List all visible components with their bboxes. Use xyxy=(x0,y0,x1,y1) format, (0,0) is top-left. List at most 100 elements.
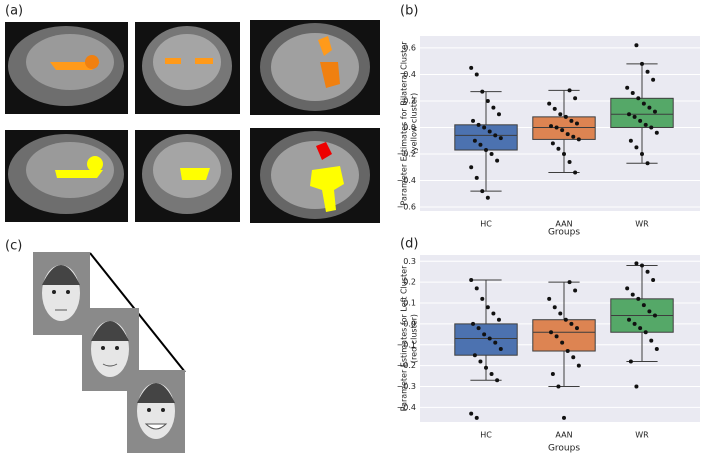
data-point xyxy=(634,43,639,48)
data-point xyxy=(482,125,487,130)
y-axis-label: Parameter Estimates for Left Cluster xyxy=(400,265,409,411)
y-tick-label: 0.2 xyxy=(403,96,416,105)
data-point xyxy=(469,278,474,283)
data-point xyxy=(630,292,635,297)
data-point xyxy=(489,151,494,156)
data-point xyxy=(632,321,637,326)
data-point xyxy=(625,85,630,90)
data-point xyxy=(567,280,572,285)
data-point xyxy=(651,77,656,82)
data-point xyxy=(487,336,492,341)
data-point xyxy=(573,96,578,101)
data-point xyxy=(628,138,633,143)
panel-label: (d) xyxy=(400,237,418,252)
data-point xyxy=(549,124,554,129)
data-point xyxy=(628,359,633,364)
x-tick-label: WR xyxy=(635,220,649,229)
data-point xyxy=(471,321,476,326)
data-point xyxy=(495,158,500,163)
data-point xyxy=(496,317,501,322)
panel-label: (a) xyxy=(5,4,23,19)
y-tick-label: −0.4 xyxy=(397,403,416,412)
data-point xyxy=(476,326,481,331)
data-point xyxy=(645,269,650,274)
y-tick-label: −0.2 xyxy=(397,361,416,370)
x-tick-label: AAN xyxy=(555,220,572,229)
data-point xyxy=(491,311,496,316)
data-point xyxy=(652,313,657,318)
data-point xyxy=(556,146,561,151)
data-point xyxy=(554,125,559,130)
y-tick-label: 0.3 xyxy=(403,257,416,266)
data-point xyxy=(649,125,654,130)
data-point xyxy=(558,311,563,316)
data-point xyxy=(485,98,490,103)
y-tick-label: −0.2 xyxy=(397,149,416,158)
y-tick-label: 0.0 xyxy=(403,319,416,328)
data-point xyxy=(571,355,576,360)
data-point xyxy=(550,371,555,376)
data-point xyxy=(640,151,644,156)
data-point xyxy=(474,415,479,420)
data-point xyxy=(641,101,646,106)
y-tick-label: 0.6 xyxy=(403,43,416,52)
x-axis-label: Groups xyxy=(548,228,580,238)
box xyxy=(454,323,518,356)
data-point xyxy=(495,378,500,383)
y-tick-label: 0.4 xyxy=(403,70,416,79)
data-point xyxy=(643,122,648,127)
data-point xyxy=(569,118,574,123)
data-point xyxy=(469,65,474,70)
data-point xyxy=(574,326,579,331)
data-point xyxy=(571,134,576,139)
data-point xyxy=(627,317,632,322)
data-point xyxy=(498,346,503,351)
data-point xyxy=(565,349,570,354)
data-point xyxy=(493,340,498,345)
data-point xyxy=(652,109,657,114)
x-tick-label: WR xyxy=(635,431,649,440)
y-tick-label: 0.0 xyxy=(403,123,416,132)
data-point xyxy=(472,138,477,143)
data-point xyxy=(636,296,641,301)
data-point xyxy=(547,296,552,301)
data-point xyxy=(484,365,488,370)
data-point xyxy=(651,278,656,283)
data-point xyxy=(634,261,639,266)
data-point xyxy=(562,151,566,156)
data-point xyxy=(560,340,565,345)
data-point xyxy=(482,332,487,337)
data-point xyxy=(485,195,490,200)
data-point xyxy=(489,371,494,376)
box xyxy=(610,97,674,128)
data-point xyxy=(560,128,565,133)
y-tick-label: −0.1 xyxy=(397,340,416,349)
data-point xyxy=(476,122,481,127)
data-point xyxy=(474,175,479,180)
panel-label: (b) xyxy=(400,4,418,19)
data-point xyxy=(647,309,652,314)
data-point xyxy=(493,133,498,138)
data-point xyxy=(496,112,501,117)
x-tick-label: AAN xyxy=(555,431,572,440)
data-point xyxy=(640,61,644,66)
data-point xyxy=(565,132,570,137)
x-tick-label: HC xyxy=(480,220,492,229)
box xyxy=(532,319,596,352)
data-point xyxy=(471,118,476,123)
data-point xyxy=(498,136,503,141)
data-point xyxy=(563,114,568,119)
data-point xyxy=(630,91,635,96)
x-axis-label: Groups xyxy=(548,444,580,454)
data-point xyxy=(550,141,555,146)
data-point xyxy=(485,305,490,310)
data-point xyxy=(643,330,648,335)
data-point xyxy=(472,353,477,358)
data-point xyxy=(576,137,581,142)
data-point xyxy=(552,106,557,111)
data-point xyxy=(480,189,485,194)
box xyxy=(532,116,596,140)
